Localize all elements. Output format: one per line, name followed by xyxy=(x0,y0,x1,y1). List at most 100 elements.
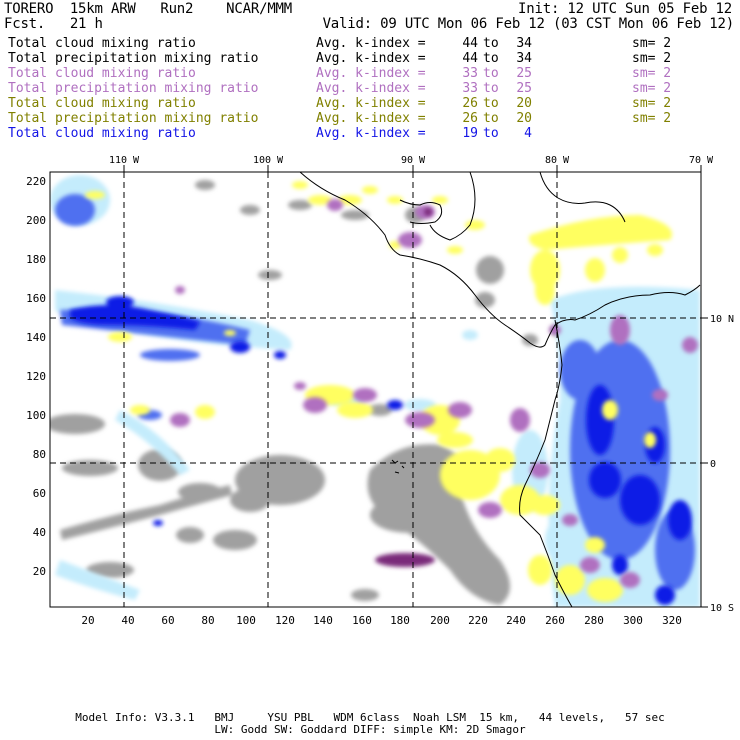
legend-row: Total precipitation mixing ratio Avg. k-… xyxy=(8,81,708,96)
legend-hi: 20 xyxy=(516,111,532,126)
lon-label: 90 W xyxy=(401,155,426,166)
legend-lo: 33 xyxy=(462,66,478,81)
latitude-labels: 10 N 0 10 S xyxy=(710,314,734,614)
legend-field: Total precipitation mixing ratio xyxy=(8,51,259,66)
longitude-labels: 110 W 100 W 90 W 80 W 70 W xyxy=(109,155,714,166)
model-title: TORERO 15km ARW Run2 NCAR/MMM xyxy=(4,1,293,17)
legend-lo: 26 xyxy=(462,111,478,126)
legend-lo: 19 xyxy=(462,126,478,141)
legend-avg: Avg. k-index = xyxy=(316,66,426,81)
legend-sm: sm= 2 xyxy=(632,111,672,126)
valid-time: Valid: 09 UTC Mon 06 Feb 12 (03 CST Mon … xyxy=(322,16,735,32)
legend-hi: 25 xyxy=(516,66,532,81)
x-tick-label: 160 xyxy=(352,614,372,627)
init-time: Init: 12 UTC Sun 05 Feb 12 xyxy=(518,1,732,17)
x-tick-label: 240 xyxy=(506,614,526,627)
y-tick-label: 140 xyxy=(26,331,46,344)
y-tick-label: 80 xyxy=(33,448,46,461)
lon-label: 110 W xyxy=(109,155,140,166)
x-tick-labels: 20 40 60 80 100 120 140 160 180 200 220 … xyxy=(81,614,682,627)
lat-label: 0 xyxy=(710,459,716,470)
x-tick-label: 80 xyxy=(201,614,214,627)
legend-to: to xyxy=(483,36,499,51)
y-tick-label: 200 xyxy=(26,214,46,227)
legend-field: Total cloud mixing ratio xyxy=(8,66,196,81)
dark-purple-cloud-layer xyxy=(375,208,435,567)
legend-sm: sm= 2 xyxy=(632,81,672,96)
x-tick-label: 140 xyxy=(313,614,333,627)
legend-hi: 25 xyxy=(516,81,532,96)
legend-field: Total cloud mixing ratio xyxy=(8,36,196,51)
physics-info-line: LW: Godd SW: Goddard DIFF: simple KM: 2D… xyxy=(214,723,526,736)
legend-field: Total cloud mixing ratio xyxy=(8,96,196,111)
legend-sm: sm= 2 xyxy=(632,51,672,66)
x-tick-label: 280 xyxy=(584,614,604,627)
legend-avg: Avg. k-index = xyxy=(316,96,426,111)
legend-hi: 34 xyxy=(516,36,532,51)
lat-label: 10 S xyxy=(710,603,734,614)
lon-label: 80 W xyxy=(545,155,570,166)
legend-to: to xyxy=(483,96,499,111)
x-tick-label: 200 xyxy=(430,614,450,627)
legend-to: to xyxy=(483,51,499,66)
legend-avg: Avg. k-index = xyxy=(316,81,426,96)
legend-avg: Avg. k-index = xyxy=(316,36,426,51)
x-tick-label: 60 xyxy=(161,614,174,627)
legend-field: Total precipitation mixing ratio xyxy=(8,81,259,96)
legend-row: Total precipitation mixing ratio Avg. k-… xyxy=(8,51,708,66)
y-tick-label: 20 xyxy=(33,565,46,578)
right-tick-marks xyxy=(701,317,708,608)
x-tick-label: 40 xyxy=(121,614,134,627)
legend-avg: Avg. k-index = xyxy=(316,111,426,126)
lat-lon-grid xyxy=(50,172,701,607)
dark-blue-cloud-layer xyxy=(70,296,692,605)
y-tick-label: 180 xyxy=(26,253,46,266)
model-info-line: Model Info: V3.3.1 BMJ YSU PBL WDM 6clas… xyxy=(75,711,665,724)
top-tick-marks xyxy=(123,165,702,172)
y-tick-label: 100 xyxy=(26,409,46,422)
yellow-cloud-layer xyxy=(85,181,672,602)
x-tick-label: 260 xyxy=(545,614,565,627)
legend-lo: 33 xyxy=(462,81,478,96)
legend-avg: Avg. k-index = xyxy=(316,126,426,141)
legend-sm: sm= 2 xyxy=(632,36,672,51)
y-tick-label: 60 xyxy=(33,487,46,500)
map-frame xyxy=(49,171,702,608)
legend-field: Total precipitation mixing ratio xyxy=(8,111,259,126)
x-tick-label: 20 xyxy=(81,614,94,627)
y-tick-label: 160 xyxy=(26,292,46,305)
coastline xyxy=(299,172,701,607)
x-tick-label: 120 xyxy=(275,614,295,627)
legend-lo: 44 xyxy=(462,51,478,66)
legend-to: to xyxy=(483,66,499,81)
legend-sm: sm= 2 xyxy=(632,96,672,111)
legend-hi: 20 xyxy=(516,96,532,111)
legend-row: Total cloud mixing ratio Avg. k-index = … xyxy=(8,126,708,141)
legend-to: to xyxy=(483,126,499,141)
x-tick-label: 320 xyxy=(662,614,682,627)
x-tick-label: 180 xyxy=(390,614,410,627)
legend-lo: 44 xyxy=(462,36,478,51)
y-tick-label: 220 xyxy=(26,175,46,188)
legend-row: Total cloud mixing ratio Avg. k-index = … xyxy=(8,36,708,51)
legend-row: Total cloud mixing ratio Avg. k-index = … xyxy=(8,66,708,81)
x-tick-label: 300 xyxy=(623,614,643,627)
y-tick-labels: 220 200 180 160 140 120 100 80 60 40 20 xyxy=(26,175,46,578)
x-tick-label: 220 xyxy=(468,614,488,627)
legend-lo: 26 xyxy=(462,96,478,111)
legend-row: Total precipitation mixing ratio Avg. k-… xyxy=(8,111,708,126)
legend-sm: sm= 2 xyxy=(632,66,672,81)
legend-avg: Avg. k-index = xyxy=(316,51,426,66)
lat-label: 10 N xyxy=(710,314,734,325)
y-tick-label: 120 xyxy=(26,370,46,383)
legend-hi: 34 xyxy=(516,51,532,66)
legend-row: Total cloud mixing ratio Avg. k-index = … xyxy=(8,96,708,111)
lon-label: 70 W xyxy=(689,155,714,166)
legend-to: to xyxy=(483,111,499,126)
legend-hi: 4 xyxy=(524,126,532,141)
forecast-hour: Fcst. 21 h xyxy=(4,16,103,32)
gray-cloud-layer xyxy=(50,180,673,605)
legend-to: to xyxy=(483,81,499,96)
y-tick-label: 40 xyxy=(33,526,46,539)
